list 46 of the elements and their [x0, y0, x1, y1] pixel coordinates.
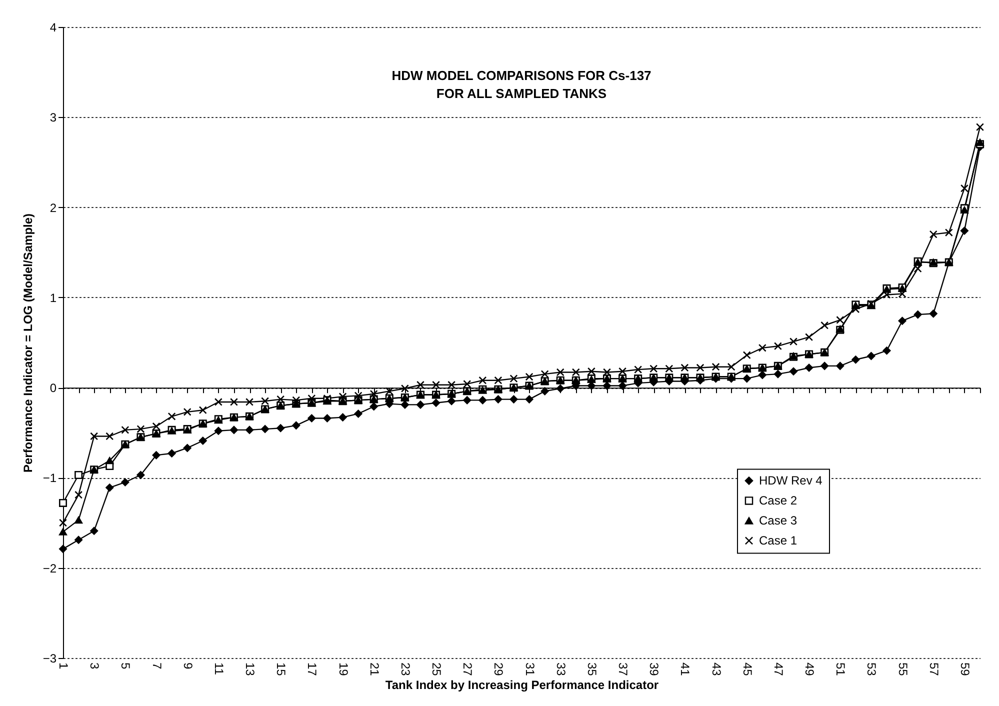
- x-tick-label: 21: [367, 662, 382, 676]
- x-tick-label: 23: [398, 662, 412, 676]
- x-tick-label: 5: [118, 662, 133, 670]
- x-tick-label: 15: [274, 662, 288, 676]
- x-tick-label: 27: [460, 662, 475, 676]
- y-tick-label: 4: [50, 20, 57, 34]
- x-axis-title: Tank Index by Increasing Performance Indicator: [385, 678, 659, 692]
- legend-label: Case 2: [758, 494, 798, 508]
- x-tick-label: 53: [864, 662, 879, 676]
- x-tick-label: 51: [834, 662, 848, 676]
- x-tick-label: 35: [584, 662, 599, 676]
- x-tick-label: 47: [771, 662, 786, 676]
- x-tick-label: 39: [647, 662, 662, 676]
- y-tick-label: 1: [50, 290, 57, 305]
- legend-label: Case 3: [758, 514, 798, 528]
- y-tick-label: −2: [42, 561, 57, 576]
- y-tick-label: 3: [50, 110, 57, 125]
- x-tick-label: 13: [243, 662, 258, 676]
- x-tick-label: 17: [305, 662, 320, 676]
- x-tick-label: 25: [430, 662, 444, 676]
- x-tick-label: 41: [678, 662, 692, 676]
- x-tick-label: 29: [492, 662, 506, 676]
- x-tick-label: 1: [56, 662, 70, 670]
- x-tick-label: 57: [926, 662, 941, 676]
- x-tick-label: 45: [740, 662, 754, 676]
- x-tick-label: 11: [212, 662, 226, 676]
- x-tick-label: 3: [88, 662, 102, 670]
- x-tick-label: 55: [896, 662, 910, 676]
- x-tick-label: 9: [180, 662, 195, 670]
- y-tick-label: −3: [42, 652, 57, 666]
- x-tick-label: 37: [616, 662, 630, 676]
- x-tick-label: 59: [958, 662, 972, 676]
- legend-label: Case 1: [758, 534, 798, 548]
- x-tick-label: 7: [150, 662, 164, 670]
- text: FOR ALL SAMPLED TANKS: [436, 86, 607, 101]
- x-tick-label: 19: [336, 662, 350, 676]
- x-tick-label: 31: [522, 662, 537, 676]
- text: HDW MODEL COMPARISONS FOR Cs-137: [392, 68, 652, 83]
- y-tick-label: 0: [50, 381, 57, 396]
- x-tick-label: 33: [554, 662, 568, 676]
- y-axis-title: Performance Indicator = LOG (Model/Sample): [20, 213, 35, 473]
- y-tick-label: 2: [50, 200, 57, 215]
- x-tick-label: 43: [709, 662, 724, 676]
- y-tick-label: −1: [42, 471, 57, 486]
- x-tick-label: 49: [802, 662, 817, 676]
- legend-label: HDW Rev 4: [758, 474, 823, 488]
